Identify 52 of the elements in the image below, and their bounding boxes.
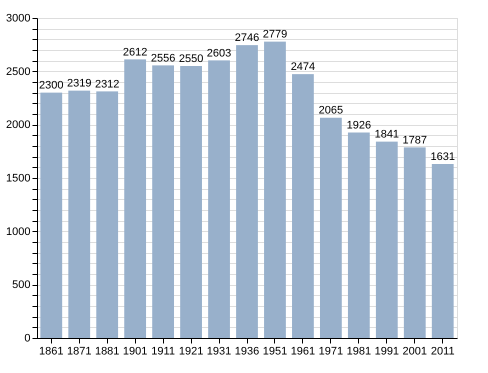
bar: [348, 132, 370, 338]
data-label: 1841: [374, 128, 400, 141]
data-label: 2550: [178, 53, 204, 65]
x-tick-label: 1991: [374, 346, 400, 358]
data-label: 2065: [318, 104, 344, 117]
bar: [152, 65, 174, 338]
bar: [376, 142, 398, 338]
x-tick-label: 1861: [39, 346, 64, 358]
x-tick-label: 1936: [234, 346, 260, 358]
bar: [404, 147, 426, 338]
bar: [320, 118, 342, 338]
x-tick-label: 1911: [151, 346, 175, 358]
data-label: 2556: [150, 52, 176, 64]
x-tick-label: 1961: [290, 346, 316, 358]
x-tick-label: 1881: [94, 346, 120, 358]
bar: [208, 60, 230, 338]
data-label: 1631: [430, 151, 455, 164]
y-tick-label: 500: [12, 279, 30, 292]
bar: [96, 91, 118, 338]
bar: [292, 74, 314, 338]
y-tick-label: 0: [24, 332, 30, 344]
data-label: 2300: [39, 80, 64, 92]
data-label: 2474: [290, 61, 316, 74]
x-tick-label: 1921: [178, 346, 204, 358]
data-label: 2746: [234, 32, 260, 44]
x-tick-label: 1901: [122, 346, 148, 358]
data-label: 2312: [94, 78, 120, 90]
x-tick-label: 1951: [262, 346, 288, 358]
data-label: 2612: [122, 46, 148, 58]
bar: [68, 90, 90, 338]
bar: [180, 66, 202, 338]
x-tick-label: 2011: [430, 346, 455, 358]
data-label: 1926: [346, 120, 372, 132]
y-tick-label: 1000: [6, 226, 30, 238]
bar: [264, 42, 286, 338]
data-label: 1787: [402, 134, 428, 146]
x-tick-label: 1971: [318, 346, 344, 358]
x-tick-label: 1871: [66, 346, 92, 358]
data-label: 2319: [66, 78, 92, 90]
data-label: 2603: [206, 47, 232, 60]
y-tick-label: 2500: [6, 66, 30, 78]
bar: [236, 45, 258, 338]
y-tick-label: 1500: [6, 172, 30, 184]
bar: [40, 92, 62, 338]
bar: [432, 164, 454, 338]
x-tick-label: 2001: [402, 346, 428, 358]
x-tick-label: 1981: [346, 346, 372, 358]
y-tick-label: 2000: [6, 119, 30, 132]
data-label: 2779: [262, 28, 288, 41]
bar: [124, 59, 146, 338]
y-tick-label: 3000: [6, 12, 30, 24]
x-tick-label: 1931: [206, 346, 232, 358]
